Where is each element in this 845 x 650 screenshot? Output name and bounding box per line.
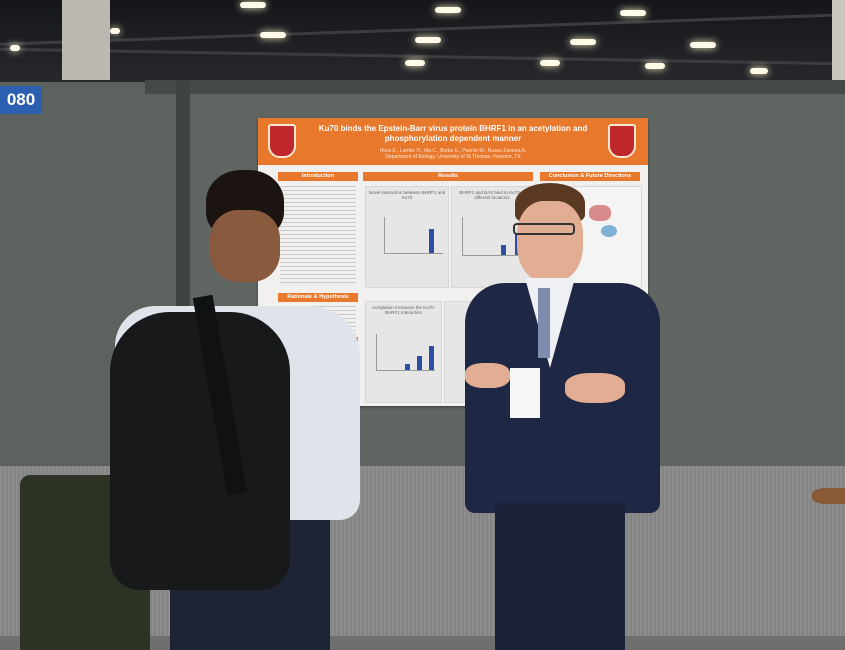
chart-bar <box>405 364 410 370</box>
name-badge <box>510 368 540 418</box>
backpack <box>110 312 290 590</box>
research-poster: Ku70 binds the Epstein-Barr virus protei… <box>258 118 648 406</box>
text-block <box>280 186 356 286</box>
poster-authors: Hess E., Lambs H., Ma C., Burke E., Puen… <box>318 148 588 160</box>
person-listening <box>110 170 360 650</box>
figure-title: Acetylation Increases the Ku70-BHRF1 Int… <box>371 305 436 315</box>
pillar <box>62 0 110 80</box>
chart-bar <box>501 245 506 255</box>
university-crest-logo <box>608 124 636 158</box>
presenter <box>455 183 665 650</box>
poster-header: Ku70 binds the Epstein-Barr virus protei… <box>258 118 648 165</box>
section-results: Results <box>363 172 533 181</box>
chart-bar <box>429 229 434 253</box>
section-introduction: Introduction <box>278 172 358 181</box>
poster-title: Ku70 binds the Epstein-Barr virus protei… <box>318 124 588 143</box>
affiliation: Department of Biology, University of St … <box>385 154 521 160</box>
figure-title: BHRF1 and BAX bind to Ku70 at different … <box>459 190 525 200</box>
board-frame <box>145 80 845 94</box>
chart-bar <box>417 356 422 370</box>
section-rationale: Rationale & Hypothesis <box>278 293 358 302</box>
university-crest-logo <box>268 124 296 158</box>
figure-panel: Novel interaction between BHRF1 and Ku70 <box>365 186 449 288</box>
shoe <box>812 488 845 504</box>
chart-bar <box>429 346 434 370</box>
figure-panel: Acetylation Increases the Ku70-BHRF1 Int… <box>365 301 442 403</box>
figure-title: Novel interaction between BHRF1 and Ku70 <box>368 190 446 200</box>
board-number-sign: 080 <box>0 86 42 114</box>
section-conclusion: Conclusion & Future Directions <box>540 172 640 181</box>
ceiling <box>0 0 845 95</box>
authors: Hess E., Lambs H., Ma C., Burke E., Puen… <box>379 148 527 154</box>
pillar <box>832 0 845 90</box>
